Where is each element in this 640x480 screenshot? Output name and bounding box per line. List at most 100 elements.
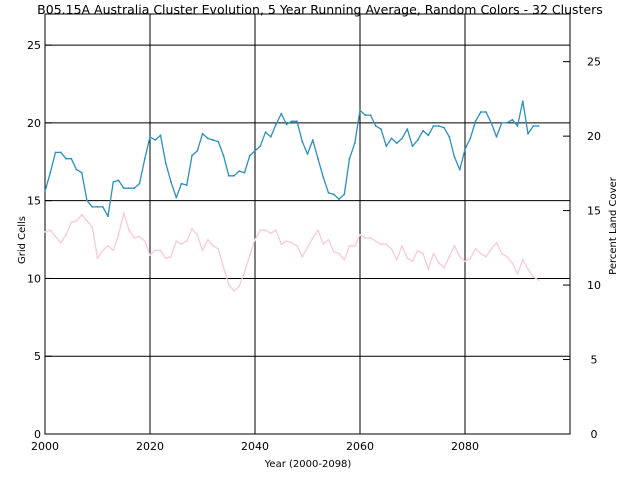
y-tick-label: 5 [34, 350, 41, 363]
data-point [59, 241, 62, 244]
data-point [453, 244, 456, 247]
data-point [537, 279, 540, 281]
data-point [479, 252, 482, 255]
data-point [54, 235, 57, 238]
data-point [311, 237, 314, 239]
data-point [306, 153, 309, 155]
y2-tick-label: 0 [591, 428, 598, 441]
data-point [269, 232, 272, 235]
data-point [143, 240, 146, 243]
data-point [301, 255, 304, 258]
data-point [154, 249, 157, 252]
data-point [458, 255, 461, 258]
y2-tick-label: 5 [591, 354, 598, 367]
data-point [65, 234, 67, 236]
data-point [332, 193, 335, 196]
y-tick-label: 10 [27, 272, 41, 285]
data-point [280, 112, 283, 115]
y2-tick-label: 10 [587, 279, 601, 292]
data-point [248, 254, 251, 256]
data-point [416, 139, 419, 141]
data-point [149, 254, 151, 256]
data-point [96, 257, 99, 260]
data-point [138, 182, 141, 185]
data-point [175, 240, 178, 243]
data-point [479, 111, 482, 113]
data-point [432, 125, 435, 127]
data-point [264, 229, 267, 232]
data-point [390, 248, 393, 250]
data-point [96, 206, 99, 208]
data-point [474, 248, 477, 250]
data-point [338, 252, 340, 255]
x-tick-label: 2060 [346, 440, 374, 453]
data-point [401, 137, 403, 140]
data-point [59, 151, 62, 154]
data-point [390, 137, 393, 140]
y2-tick-label: 15 [587, 205, 601, 218]
data-point [364, 237, 367, 239]
data-point [422, 129, 424, 132]
data-point [238, 285, 241, 288]
data-point [322, 243, 325, 246]
data-point [75, 168, 78, 171]
data-point [290, 241, 293, 244]
data-point [206, 137, 209, 140]
x-tick-label: 2000 [31, 440, 59, 453]
data-point [296, 120, 298, 123]
data-point [458, 168, 461, 171]
data-point [280, 243, 283, 246]
data-point [338, 198, 340, 201]
axes: 2000 2020 2040 2060 2080 0 5 10 15 20 25 0 5 10 15 20 25 [27, 39, 601, 453]
data-point [217, 248, 220, 250]
data-point [101, 249, 104, 252]
data-point [44, 230, 46, 233]
data-point [154, 139, 157, 141]
data-point [374, 240, 377, 243]
data-point [296, 244, 298, 247]
data-point [243, 271, 246, 274]
data-point [238, 170, 241, 173]
data-point [212, 244, 214, 247]
data-series [44, 100, 540, 292]
data-point [469, 137, 472, 140]
data-point [170, 255, 172, 258]
data-point [395, 142, 398, 145]
data-point [285, 123, 288, 126]
data-point [385, 145, 388, 148]
data-point [500, 122, 503, 124]
data-point [191, 154, 193, 157]
data-point [369, 114, 372, 116]
data-point [80, 171, 83, 174]
data-point [275, 229, 277, 232]
data-point [164, 257, 167, 260]
data-point [159, 134, 162, 137]
data-point [317, 157, 319, 160]
data-point [511, 118, 514, 121]
data-point [254, 150, 256, 152]
data-point [411, 260, 414, 263]
x-tick-label: 2040 [241, 440, 269, 453]
data-point [448, 136, 451, 138]
data-point [532, 125, 535, 127]
data-point [70, 157, 73, 160]
y-tick-label: 20 [27, 117, 41, 130]
data-point [107, 215, 109, 218]
data-point [201, 249, 204, 252]
data-point [411, 145, 414, 148]
data-point [301, 140, 304, 143]
data-point [374, 125, 377, 127]
data-point [191, 227, 193, 230]
data-point [311, 139, 314, 141]
data-point [532, 276, 535, 278]
data-point [185, 240, 188, 243]
data-point [133, 187, 136, 190]
data-point [348, 244, 351, 247]
data-point [406, 128, 409, 131]
data-point [343, 193, 346, 196]
data-point [495, 241, 498, 244]
data-point [101, 206, 104, 208]
data-point [44, 190, 46, 193]
data-point [122, 212, 125, 215]
gridlines [45, 14, 570, 434]
